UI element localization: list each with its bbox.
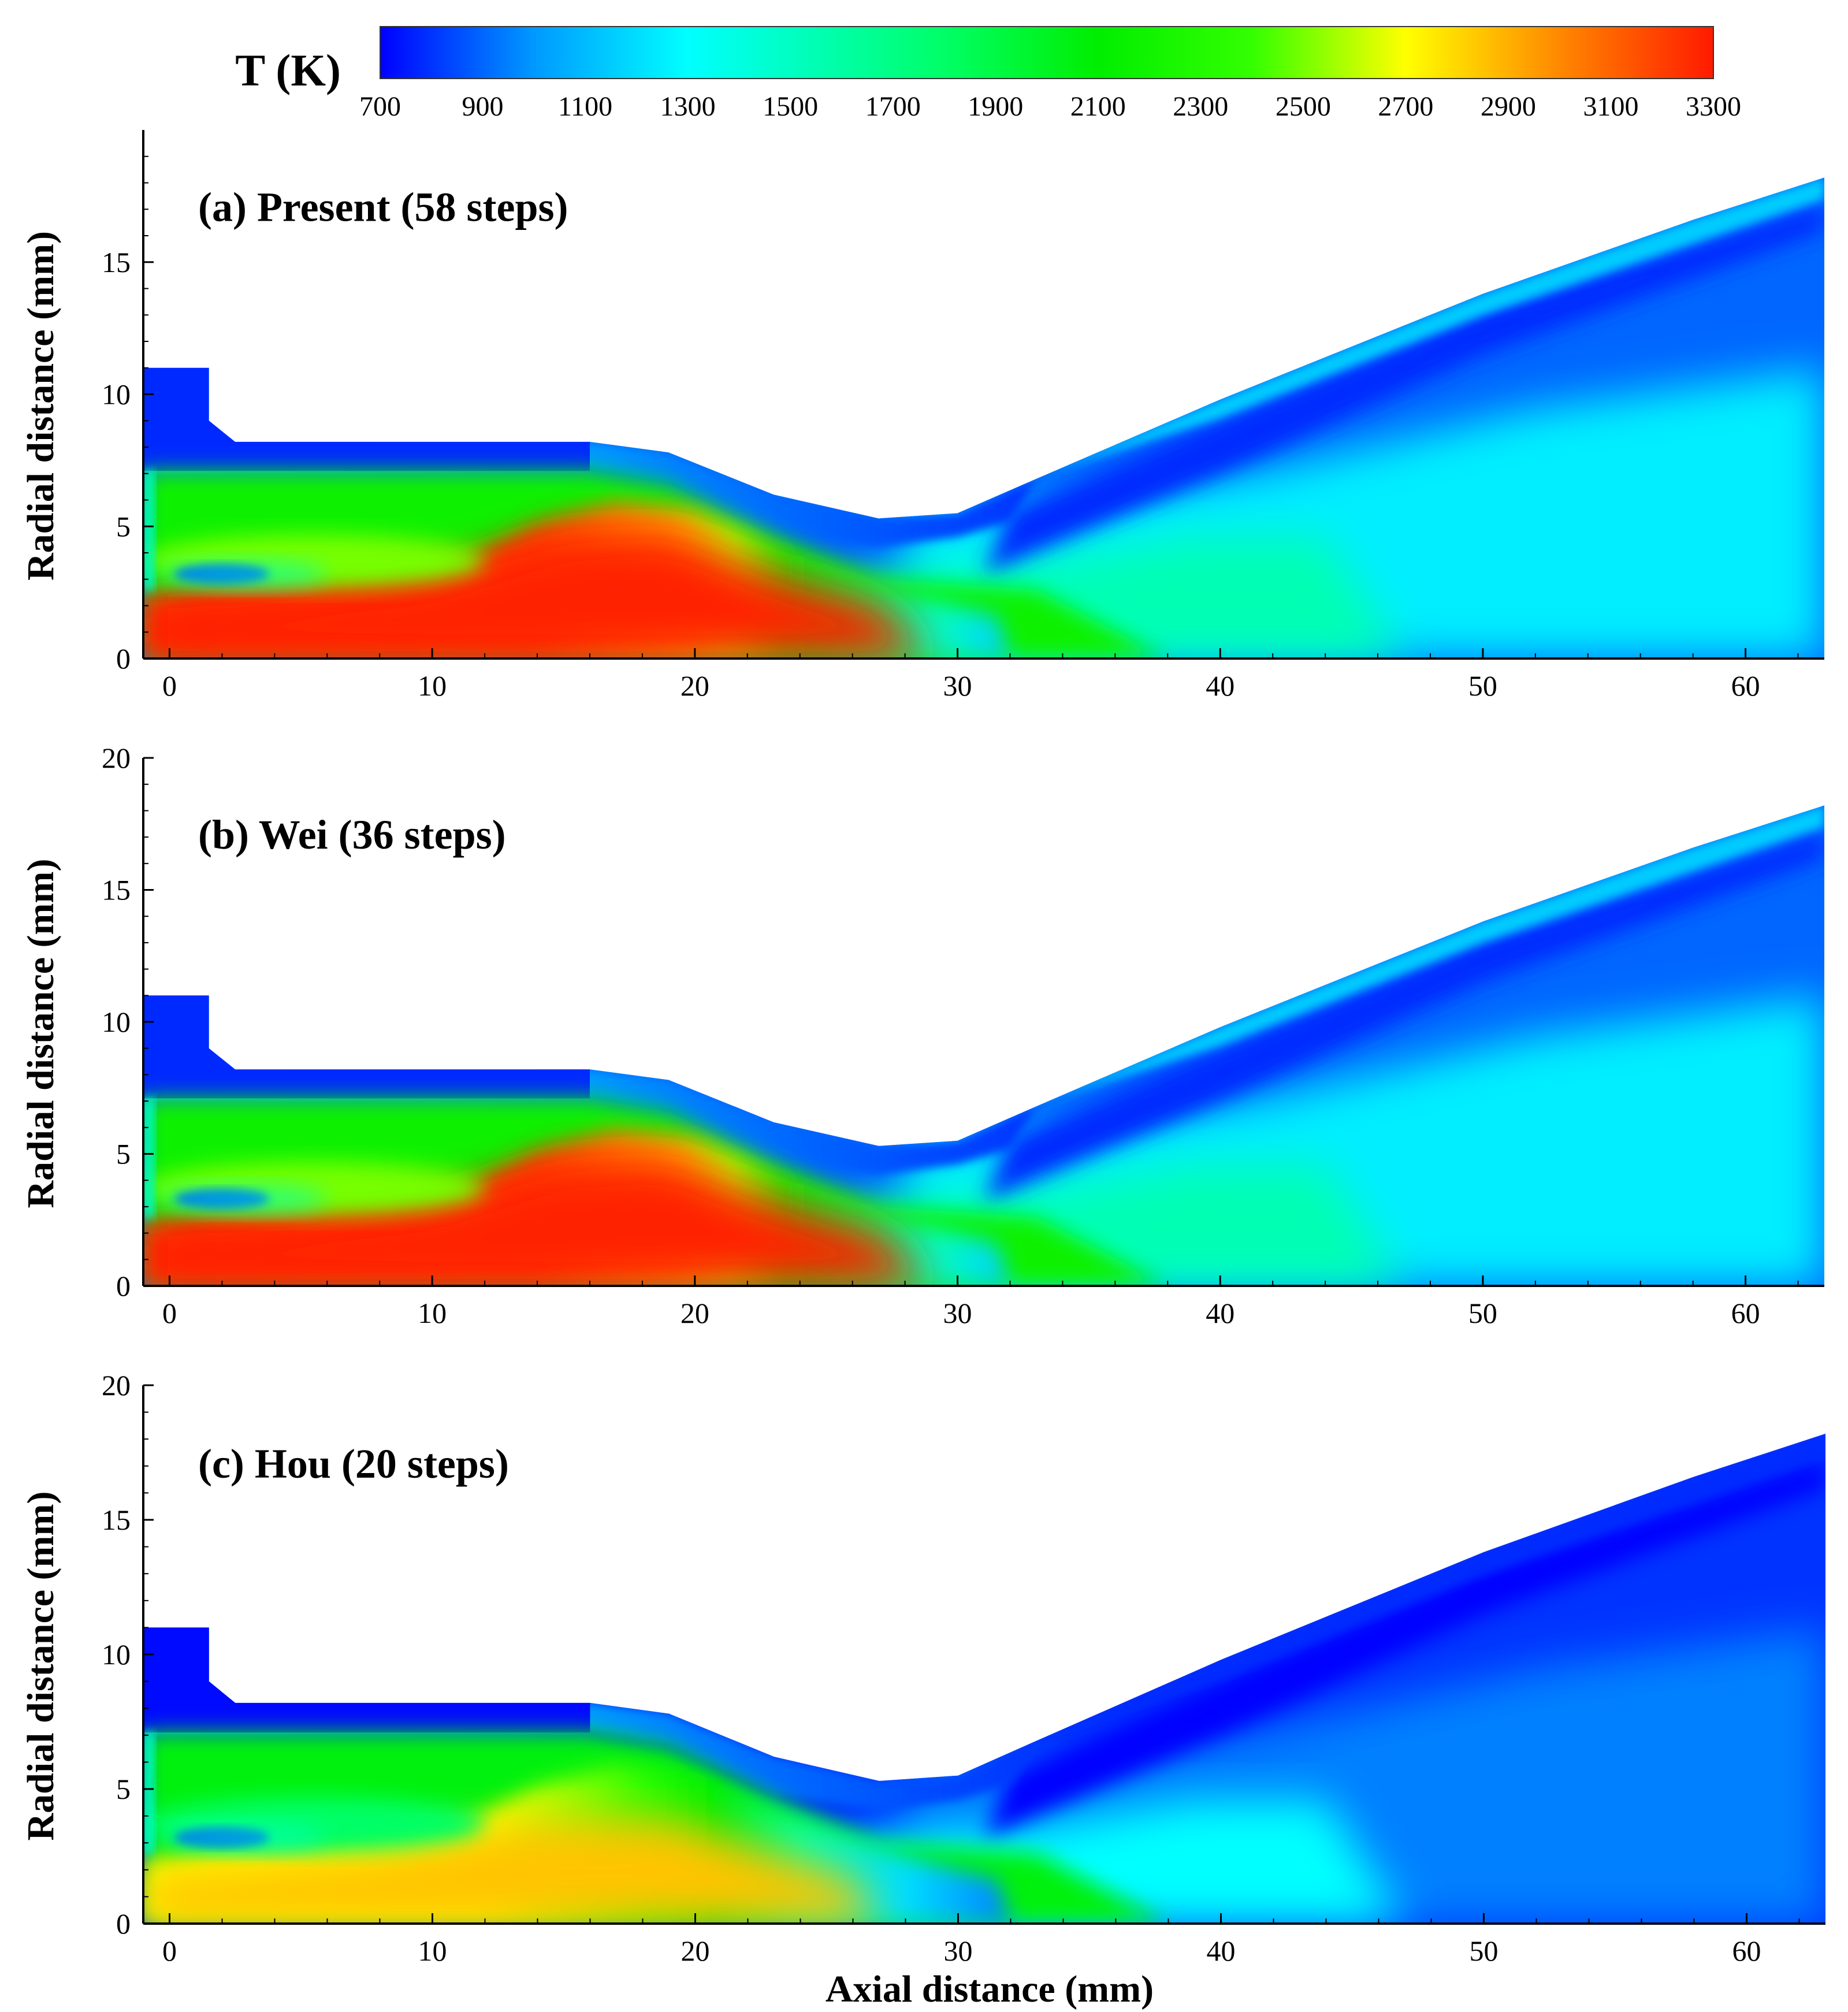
x-tick-label: 20 — [681, 670, 709, 702]
y-tick-label: 0 — [116, 642, 131, 675]
y-tick-label: 20 — [102, 742, 131, 774]
y-tick-label: 5 — [116, 1773, 131, 1805]
x-tick-label: 30 — [943, 1297, 972, 1329]
x-tick-label: 30 — [944, 1935, 973, 1967]
y-tick-label: 5 — [116, 1138, 131, 1170]
colorbar-tick-label: 1700 — [865, 91, 921, 122]
y-axis-title: Radial distance (mm) — [20, 859, 62, 1208]
panel-title: (c) Hou (20 steps) — [198, 1441, 509, 1487]
y-axis-title: Radial distance (mm) — [20, 231, 62, 581]
y-tick-label: 20 — [102, 1369, 131, 1401]
y-tick-label: 10 — [102, 378, 131, 411]
colorbar-tick-label: 2100 — [1070, 91, 1126, 122]
panel-a: 0 10 20 30 40 50 60 0 5 10 15 Radial distance (mm) (… — [20, 130, 1824, 702]
x-tick-label: 0 — [162, 1935, 177, 1967]
colorbar-tick-label: 1500 — [763, 91, 818, 122]
panel-title: (a) Present (58 steps) — [198, 184, 568, 230]
x-tick-label: 30 — [943, 670, 972, 702]
y-tick-label: 0 — [116, 1907, 131, 1940]
colorbar-ticks: 700 900 1100 1300 1500 1700 1900 2100 2300 2500 27… — [359, 91, 1741, 122]
colorbar-gradient — [380, 26, 1714, 79]
x-tick-label: 10 — [418, 670, 447, 702]
panel-c: 0 10 20 30 40 50 60 0 5 10 15 20 Radial distance (mm… — [20, 1369, 1825, 1967]
x-tick-label: 0 — [162, 670, 177, 702]
x-tick-label: 20 — [681, 1935, 710, 1967]
y-tick-label: 10 — [102, 1638, 131, 1671]
y-tick-label: 5 — [116, 510, 131, 542]
x-tick-label: 40 — [1206, 670, 1235, 702]
colorbar: T (K) 700 900 1100 1300 1500 1700 1900 2100 2300… — [235, 26, 1741, 122]
axes: 0 10 20 30 40 50 60 0 5 10 15 20 — [102, 1369, 1825, 1967]
x-tick-label: 50 — [1468, 670, 1497, 702]
panel-title: (b) Wei (36 steps) — [198, 812, 506, 858]
colorbar-tick-label: 2300 — [1173, 91, 1228, 122]
colorbar-tick-label: 2700 — [1378, 91, 1433, 122]
x-tick-label: 40 — [1206, 1297, 1235, 1329]
axes: 0 10 20 30 40 50 60 0 5 10 15 — [102, 130, 1824, 702]
x-tick-label: 40 — [1207, 1935, 1236, 1967]
x-tick-label: 60 — [1731, 670, 1760, 702]
colorbar-tick-label: 700 — [359, 91, 401, 122]
x-tick-label: 50 — [1468, 1297, 1497, 1329]
x-tick-label: 60 — [1731, 1297, 1760, 1329]
colorbar-tick-label: 1300 — [660, 91, 716, 122]
x-axis-title: Axial distance (mm) — [826, 1968, 1154, 2010]
x-tick-label: 60 — [1732, 1935, 1761, 1967]
x-tick-label: 10 — [418, 1297, 447, 1329]
y-tick-label: 0 — [116, 1270, 131, 1302]
y-tick-label: 15 — [102, 874, 131, 906]
colorbar-tick-label: 2900 — [1481, 91, 1536, 122]
colorbar-tick-label: 1100 — [558, 91, 612, 122]
x-tick-label: 50 — [1470, 1935, 1499, 1967]
colorbar-tick-label: 2500 — [1276, 91, 1331, 122]
panel-b: 0 10 20 30 40 50 60 0 5 10 15 20 Radial distance (mm… — [20, 742, 1824, 1329]
colorbar-tick-label: 3100 — [1583, 91, 1638, 122]
colorbar-tick-label: 1900 — [968, 91, 1023, 122]
y-tick-label: 10 — [102, 1006, 131, 1038]
x-tick-label: 0 — [162, 1297, 177, 1329]
y-tick-label: 15 — [102, 246, 131, 278]
colorbar-tick-label: 3300 — [1686, 91, 1741, 122]
y-axis-title: Radial distance (mm) — [20, 1492, 62, 1841]
colorbar-tick-label: 900 — [462, 91, 504, 122]
axes: 0 10 20 30 40 50 60 0 5 10 15 20 — [102, 742, 1824, 1329]
y-tick-label: 15 — [102, 1504, 131, 1536]
x-tick-label: 20 — [681, 1297, 709, 1329]
colorbar-title: T (K) — [235, 45, 341, 95]
x-tick-label: 10 — [418, 1935, 447, 1967]
